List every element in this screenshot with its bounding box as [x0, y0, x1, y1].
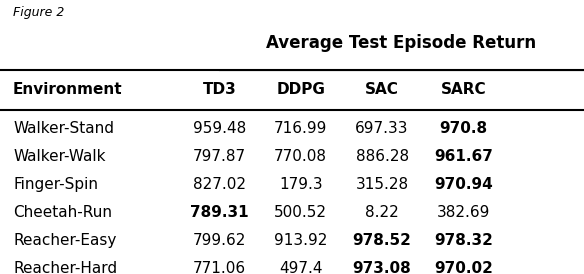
Text: 913.92: 913.92 — [274, 233, 328, 248]
Text: Walker-Stand: Walker-Stand — [13, 121, 114, 136]
Text: Figure 2: Figure 2 — [13, 6, 64, 19]
Text: 970.8: 970.8 — [439, 121, 488, 136]
Text: 497.4: 497.4 — [279, 261, 322, 274]
Text: 961.67: 961.67 — [434, 149, 493, 164]
Text: Average Test Episode Return: Average Test Episode Return — [266, 34, 536, 52]
Text: 886.28: 886.28 — [356, 149, 409, 164]
Text: 770.08: 770.08 — [274, 149, 327, 164]
Text: 8.22: 8.22 — [365, 205, 399, 220]
Text: Reacher-Easy: Reacher-Easy — [13, 233, 116, 248]
Text: 799.62: 799.62 — [193, 233, 246, 248]
Text: 959.48: 959.48 — [193, 121, 246, 136]
Text: 179.3: 179.3 — [279, 177, 322, 192]
Text: Cheetah-Run: Cheetah-Run — [13, 205, 112, 220]
Text: 978.52: 978.52 — [353, 233, 412, 248]
Text: TD3: TD3 — [203, 82, 236, 97]
Text: 973.08: 973.08 — [353, 261, 412, 274]
Text: 789.31: 789.31 — [190, 205, 249, 220]
Text: Finger-Spin: Finger-Spin — [13, 177, 98, 192]
Text: 970.02: 970.02 — [434, 261, 493, 274]
Text: DDPG: DDPG — [276, 82, 325, 97]
Text: 797.87: 797.87 — [193, 149, 246, 164]
Text: 716.99: 716.99 — [274, 121, 328, 136]
Text: 315.28: 315.28 — [356, 177, 409, 192]
Text: 827.02: 827.02 — [193, 177, 246, 192]
Text: 970.94: 970.94 — [434, 177, 493, 192]
Text: 697.33: 697.33 — [355, 121, 409, 136]
Text: Environment: Environment — [13, 82, 123, 97]
Text: 382.69: 382.69 — [437, 205, 490, 220]
Text: SAC: SAC — [365, 82, 399, 97]
Text: 978.32: 978.32 — [434, 233, 493, 248]
Text: 500.52: 500.52 — [274, 205, 327, 220]
Text: Walker-Walk: Walker-Walk — [13, 149, 106, 164]
Text: Reacher-Hard: Reacher-Hard — [13, 261, 117, 274]
Text: SARC: SARC — [441, 82, 486, 97]
Text: 771.06: 771.06 — [193, 261, 246, 274]
